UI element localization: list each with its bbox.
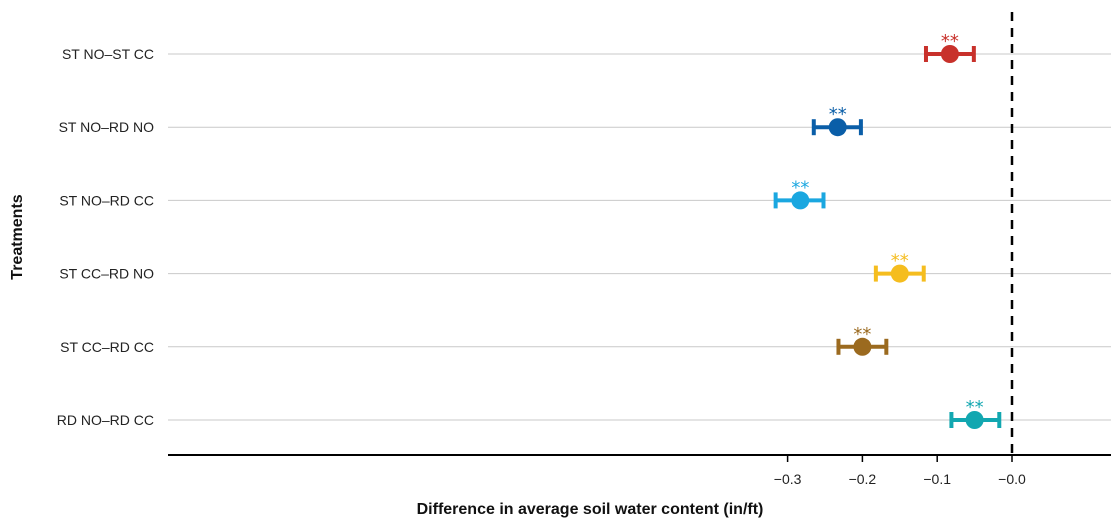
- significance-label: **: [941, 31, 959, 52]
- estimate-point: [791, 191, 810, 210]
- category-label: RD NO–RD CC: [57, 412, 154, 428]
- x-tick-label: −0.3: [774, 471, 802, 487]
- category-label: ST NO–RD NO: [59, 119, 155, 135]
- category-label: ST CC–RD NO: [59, 266, 154, 282]
- x-axis-title: Difference in average soil water content…: [417, 501, 764, 518]
- x-tick-label: −0.2: [849, 471, 877, 487]
- y-axis-title: Treatments: [9, 194, 26, 279]
- x-tick-label: −0.0: [998, 471, 1026, 487]
- estimates: ** ** ** ** ** **: [773, 31, 1002, 429]
- x-tick-label: −0.1: [923, 471, 951, 487]
- category-label: ST CC–RD CC: [60, 339, 154, 355]
- significance-label: **: [829, 104, 847, 125]
- estimate-point: [853, 337, 872, 356]
- x-ticks: −0.3 −0.2 −0.1 −0.0: [774, 455, 1026, 487]
- significance-label: **: [966, 397, 984, 418]
- estimate-point: [940, 45, 959, 63]
- category-labels: ST NO–ST CC ST NO–RD NO ST NO–RD CC ST CC–R…: [57, 46, 154, 428]
- estimate-point: [890, 264, 909, 283]
- significance-label: **: [853, 324, 871, 345]
- estimate-point: [828, 118, 847, 137]
- estimate-point: [965, 411, 984, 429]
- significance-label: **: [791, 177, 809, 198]
- significance-label: **: [891, 251, 909, 272]
- category-label: ST NO–RD CC: [59, 192, 154, 208]
- category-label: ST NO–ST CC: [62, 46, 154, 62]
- gridlines: [168, 53, 1111, 421]
